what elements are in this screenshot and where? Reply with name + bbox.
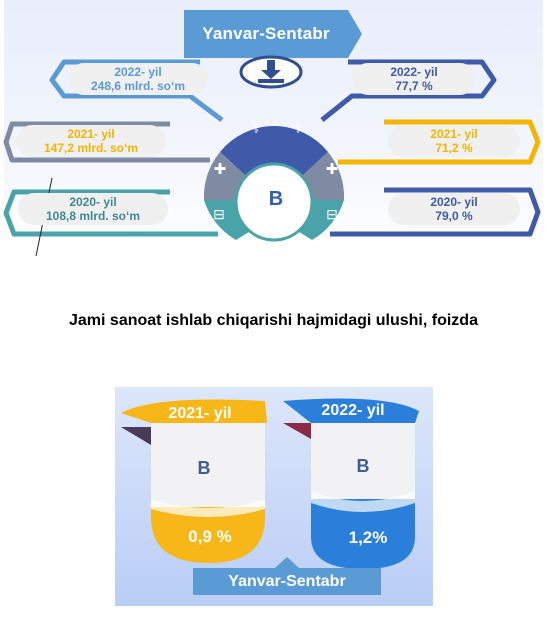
left-tag-2021-value: 147,2 mlrd. so‘m — [43, 141, 139, 155]
bottom-period-banner: Yanvar-Sentabr — [193, 568, 381, 595]
pill-bottle-icon-left: ⊟ — [213, 206, 225, 222]
left-tag-2020: 2020- yil 108,8 mlrd. so‘m — [18, 193, 168, 225]
right-tag-2022-value: 77,7 % — [395, 79, 433, 93]
cylinder-2021-letter: B — [197, 458, 211, 478]
section-title: Jami sanoat ishlab chiqarishi hajmidagi … — [69, 312, 478, 329]
cylinder-2022-letter: B — [356, 456, 370, 476]
right-tag-2021-year: 2021- yil — [430, 127, 478, 141]
download-icon — [239, 55, 303, 89]
right-tag-2020: 2020- yil 79,0 % — [388, 193, 520, 225]
infographic-connectors — [3, 10, 541, 256]
pill-bottle-icon-right: ⊟ — [326, 206, 338, 222]
right-tag-2022-year: 2022- yil — [390, 65, 438, 79]
central-ring — [203, 126, 345, 242]
left-tag-2022: 2022- yil 248,6 mlrd. so‘m — [68, 63, 208, 95]
left-tag-2022-year: 2022- yil — [114, 65, 162, 79]
cylinder-2021-percent: 0,9 % — [188, 527, 232, 546]
left-tag-2022-value: 248,6 mlrd. so‘m — [90, 79, 186, 93]
left-tag-2020-value: 108,8 mlrd. so‘m — [45, 209, 141, 223]
period-banner: Yanvar-Sentabr — [184, 10, 348, 58]
left-tag-2021-year: 2021- yil — [67, 127, 115, 141]
cylinder-2022-year: 2022- yil — [321, 402, 385, 419]
center-letter: B — [268, 188, 284, 210]
cylinders-graphic — [121, 398, 419, 569]
cylinder-2021-year: 2021- yil — [168, 405, 232, 422]
right-tag-2021: 2021- yil 71,2 % — [388, 125, 520, 157]
left-tag-2021: 2021- yil 147,2 mlrd. so‘m — [16, 125, 166, 157]
cylinder-2022-percent: 1,2% — [348, 528, 388, 547]
right-tag-2020-value: 79,0 % — [435, 209, 473, 223]
bandage-icon-left: ✚ — [213, 161, 227, 178]
caduceus-icon-left: ⚕ — [252, 120, 260, 136]
bandage-icon-right: ✚ — [325, 161, 339, 178]
right-tag-2020-year: 2020- yil — [430, 195, 478, 209]
right-tag-2021-value: 71,2 % — [435, 141, 473, 155]
caduceus-icon-right: ⚕ — [294, 120, 302, 136]
right-tag-2022: 2022- yil 77,7 % — [352, 63, 476, 95]
left-tag-2020-year: 2020- yil — [69, 195, 117, 209]
